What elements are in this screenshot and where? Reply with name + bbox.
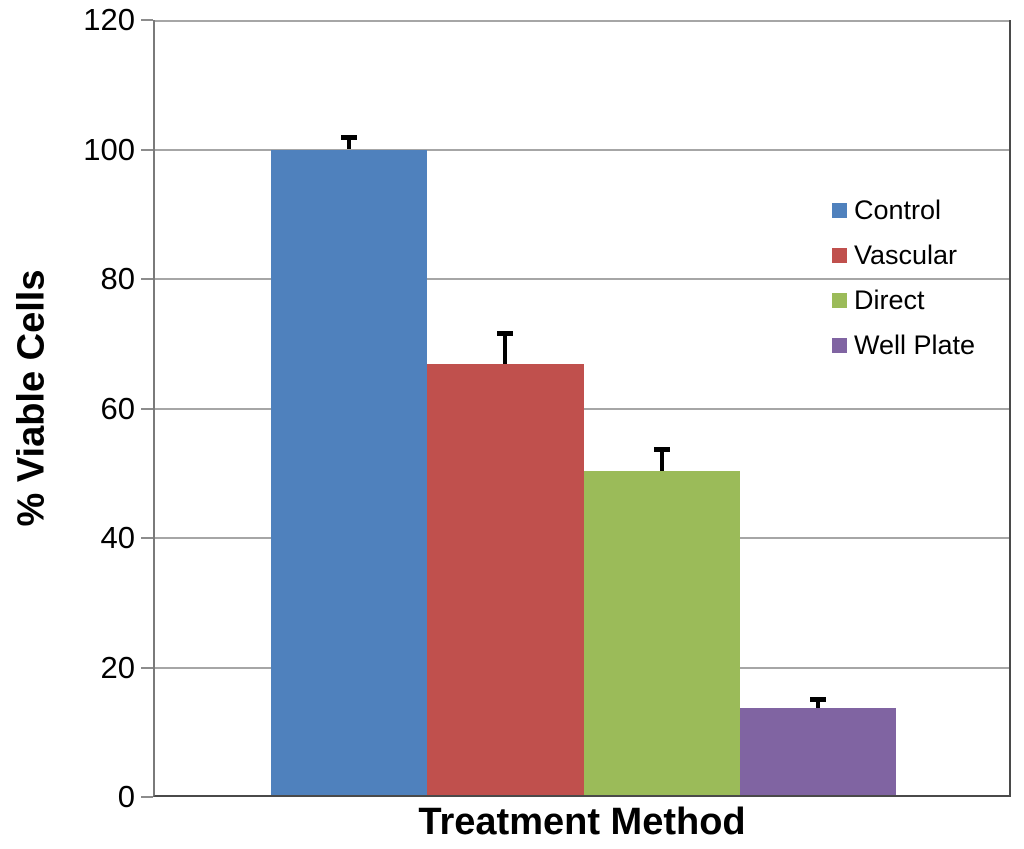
- legend-item-direct: Direct: [832, 278, 975, 323]
- bar-direct: [583, 471, 740, 795]
- error-bar-cap-vascular: [497, 330, 514, 336]
- y-tick-mark-80: [141, 278, 153, 280]
- bar-well-plate: [739, 707, 896, 795]
- legend-swatch-vascular: [832, 248, 847, 263]
- legend: Control Vascular Direct Well Plate: [832, 188, 975, 368]
- y-axis-title: % Viable Cells: [10, 269, 53, 527]
- y-tick-mark-60: [141, 407, 153, 410]
- y-tick-mark-120: [141, 19, 153, 21]
- legend-swatch-control: [832, 203, 847, 218]
- y-tick-label-120: 120: [83, 2, 135, 37]
- error-bar-stem-control: [347, 136, 352, 150]
- gridline-y-80: [155, 278, 1009, 280]
- y-tick-label-40: 40: [100, 520, 135, 555]
- y-tick-mark-40: [141, 537, 153, 539]
- plot-area: [153, 20, 1011, 797]
- error-bar-cap-control: [341, 134, 358, 140]
- y-tick-label-80: 80: [100, 261, 135, 296]
- y-tick-mark-100: [141, 148, 153, 151]
- legend-swatch-well-plate: [832, 338, 847, 353]
- legend-swatch-direct: [832, 293, 847, 308]
- x-axis-title: Treatment Method: [418, 801, 746, 843]
- y-tick-label-100: 100: [83, 131, 135, 167]
- error-bar-stem-direct: [659, 448, 664, 472]
- error-bar-stem-vascular: [503, 332, 508, 365]
- error-bar-cap-well-plate: [809, 696, 826, 702]
- bar-vascular: [427, 364, 584, 795]
- legend-label-control: Control: [854, 195, 942, 225]
- y-tick-mark-20: [141, 666, 153, 669]
- gridline-y-100: [155, 148, 1009, 151]
- error-bar-cap-direct: [653, 446, 670, 452]
- legend-label-well-plate: Well Plate: [854, 330, 976, 360]
- legend-label-direct: Direct: [854, 285, 925, 315]
- gridline-y-120: [155, 20, 1009, 22]
- legend-item-well-plate: Well Plate: [832, 323, 975, 368]
- y-tick-label-0: 0: [117, 779, 135, 814]
- legend-item-control: Control: [832, 188, 975, 233]
- y-tick-mark-0: [141, 796, 153, 798]
- error-bar-stem-well-plate: [815, 698, 820, 708]
- y-tick-label-20: 20: [100, 649, 135, 685]
- legend-label-vascular: Vascular: [854, 240, 958, 270]
- y-tick-label-60: 60: [100, 390, 135, 426]
- legend-item-vascular: Vascular: [832, 233, 975, 278]
- bar-control: [271, 149, 428, 795]
